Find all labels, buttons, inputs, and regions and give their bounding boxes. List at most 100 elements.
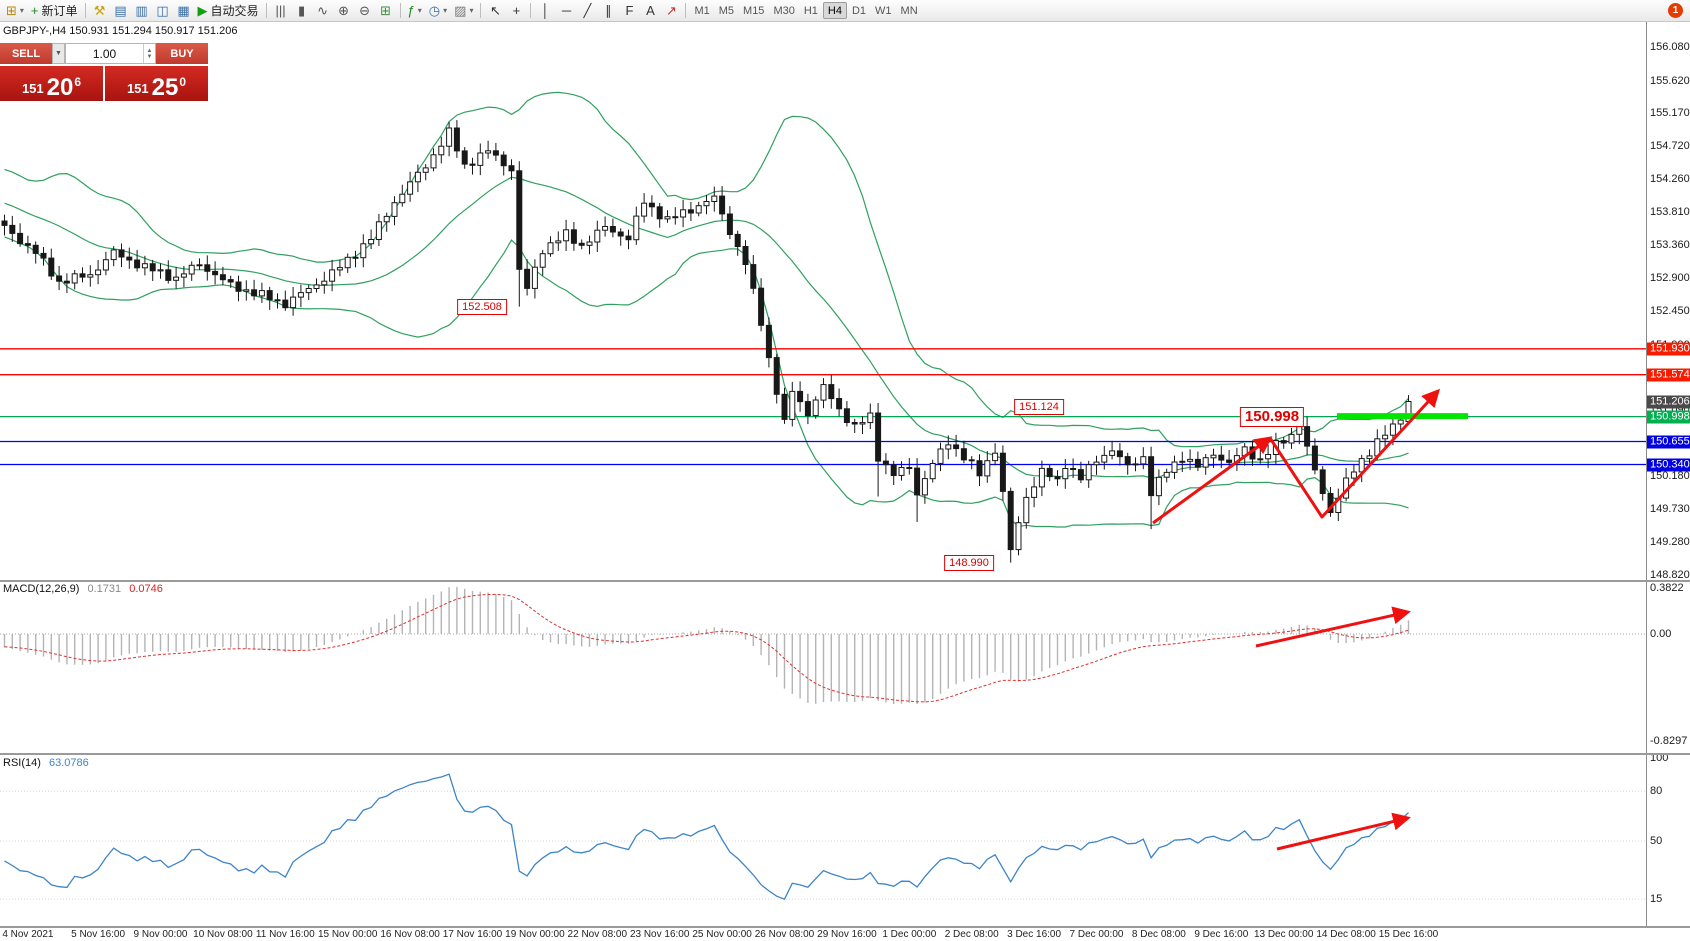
price-annotation-label[interactable]: 148.990 [944, 554, 994, 571]
timeframe-d1-button[interactable]: D1 [851, 4, 867, 17]
periods-button[interactable]: ◷ ▾ [426, 1, 450, 20]
price-axis[interactable]: 156.080 155.620 155.170 154.720 154.260 153.8… [1646, 0, 1690, 941]
new-order-button-label: 新订单 [41, 4, 78, 18]
arrange-windows-button[interactable]: ⊞ [376, 1, 396, 20]
toolbar-separator [84, 3, 86, 18]
data-window-button[interactable]: ▥ [132, 1, 152, 20]
candle-body [625, 235, 632, 241]
price-annotation-label[interactable]: 152.508 [457, 298, 507, 315]
candle-body [391, 202, 398, 217]
timeframe-m15-button[interactable]: M15 [743, 4, 765, 17]
price-axis-tick: 155.620 [1650, 74, 1690, 87]
volume-spinner[interactable]: ▲ ▼ [143, 44, 155, 63]
bar-chart-type-button[interactable]: ||| [271, 1, 291, 20]
channel-button[interactable]: ∥ [598, 1, 618, 20]
macd-signal-line [4, 593, 1409, 703]
arrows-tool-button[interactable]: ↗ [661, 1, 681, 20]
trend-arrow[interactable] [1152, 436, 1273, 525]
horizontal-line-button[interactable]: ─ [556, 1, 576, 20]
timeframe-m5-button[interactable]: M5 [718, 4, 735, 17]
timeframe-w1-button[interactable]: W1 [875, 4, 892, 17]
macd-rsi-separator[interactable] [0, 753, 1690, 755]
candle-body [758, 287, 765, 326]
candle-body [508, 165, 515, 172]
cursor-button[interactable]: ↖ [485, 1, 505, 20]
timeframe-h1-button[interactable]: H1 [803, 4, 818, 17]
candle-body [227, 279, 234, 283]
time-axis[interactable]: 4 Nov 2021 5 Nov 16:00 9 Nov 00:00 10 Nov 0… [0, 928, 1690, 941]
vertical-line-icon: │ [541, 3, 550, 18]
volume-value[interactable]: 1.00 [92, 46, 117, 61]
trend-arrow[interactable] [1255, 606, 1411, 648]
text-button[interactable]: A [640, 1, 660, 20]
timeframe-m1-button[interactable]: M1 [694, 4, 710, 17]
sell-price-sup: 6 [74, 75, 82, 89]
candle-body [843, 408, 850, 423]
candle-body [383, 215, 390, 223]
market-watch-icon: ▤ [114, 3, 127, 18]
candle-body [851, 422, 858, 425]
price-annotation-label[interactable]: 151.124 [1014, 399, 1064, 416]
candle-body [781, 393, 788, 420]
timeframe-h4-button[interactable]: H4 [822, 2, 847, 19]
candle-body [828, 384, 835, 400]
macd-signal-value: 0.0746 [129, 583, 163, 595]
new-order-button[interactable]: + 新订单 [28, 1, 81, 20]
candle-body [87, 274, 94, 278]
price-axis-tick: 149.280 [1650, 535, 1690, 548]
trendline-button[interactable]: ╱ [577, 1, 597, 20]
macd-name: MACD(12,26,9) [3, 583, 80, 595]
line-chart-type-button[interactable]: ∿ [313, 1, 333, 20]
macd-main-value: 0.1731 [87, 583, 122, 595]
timeframe-m30-button[interactable]: M30 [773, 4, 795, 17]
main-macd-separator[interactable] [0, 580, 1690, 582]
candle-body [820, 384, 827, 401]
indicators-button[interactable]: ƒ ▾ [405, 1, 425, 20]
time-axis-label: 15 Dec 16:00 [1378, 929, 1439, 940]
toolbar-separator [685, 3, 687, 18]
candle-body [734, 233, 741, 247]
price-annotation-label[interactable]: 150.998 [1239, 406, 1305, 427]
zoom-in-button[interactable]: ⊕ [334, 1, 354, 20]
chart-symbol-header: GBPJPY-,H4 150.931 151.294 150.917 151.2… [3, 25, 237, 37]
volume-input[interactable]: 1.00 ▲ ▼ [65, 43, 156, 64]
zoom-out-button[interactable]: ⊖ [355, 1, 375, 20]
new-chart-button[interactable]: ⊞ ▾ [3, 1, 27, 20]
sell-price-display[interactable]: 151 20 6 [0, 66, 103, 101]
notification-badge[interactable]: 1 [1668, 3, 1683, 18]
fibonacci-button[interactable]: F [619, 1, 639, 20]
trend-arrow[interactable] [1276, 812, 1411, 851]
navigator-button[interactable]: ◫ [153, 1, 173, 20]
templates-button[interactable]: ▨ ▾ [451, 1, 476, 20]
candle-body [711, 195, 718, 203]
buy-price-sup: 0 [179, 75, 187, 89]
trade-options-dropdown[interactable]: ▼ [52, 43, 65, 64]
timeframe-mn-button[interactable]: MN [900, 4, 918, 17]
metaeditor-button[interactable]: ⚒ [90, 1, 110, 20]
crosshair-button[interactable]: + [506, 1, 526, 20]
terminal-button[interactable]: ▦ [174, 1, 194, 20]
autotrade-button[interactable]: ▶ 自动交易 [195, 1, 262, 20]
candle-body [563, 229, 570, 242]
market-watch-button[interactable]: ▤ [111, 1, 131, 20]
time-axis-label: 4 Nov 2021 [2, 929, 54, 940]
candle-body [1148, 456, 1155, 497]
rsi-name: RSI(14) [3, 757, 41, 769]
candle-body [149, 263, 156, 272]
sell-button[interactable]: SELL [0, 43, 52, 64]
buy-button[interactable]: BUY [156, 43, 208, 64]
terminal-icon: ▦ [177, 3, 190, 18]
candle-body [1202, 457, 1209, 468]
candles [1, 120, 1412, 563]
candle-body [102, 259, 109, 271]
buy-price-display[interactable]: 151 25 0 [105, 66, 208, 101]
candle-body [1140, 456, 1147, 465]
vertical-line-button[interactable]: │ [535, 1, 555, 20]
trend-arrow[interactable] [1268, 388, 1441, 519]
candle-chart-type-button[interactable]: ▮ [292, 1, 312, 20]
candle-body [921, 478, 928, 496]
candle-body [906, 467, 913, 469]
candle-body [118, 249, 125, 258]
candle-body [290, 296, 297, 309]
